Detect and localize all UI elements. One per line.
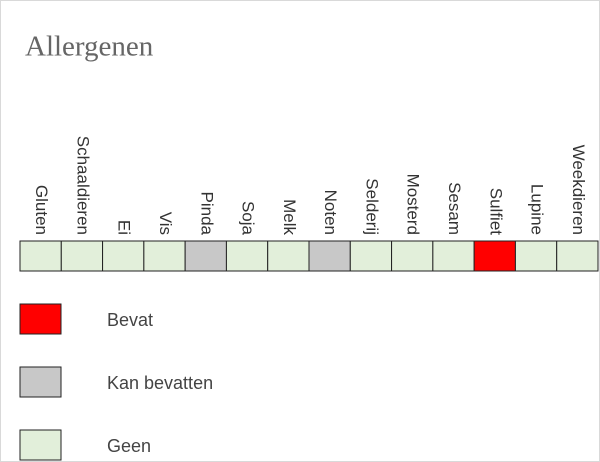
allergen-cell — [556, 240, 599, 272]
allergen-cell — [514, 240, 558, 272]
legend-label: Geen — [107, 436, 151, 456]
legend-swatch — [19, 429, 62, 461]
legend-swatch — [19, 366, 62, 398]
allergen-label: Gluten — [32, 185, 51, 235]
title: Allergenen — [25, 31, 154, 63]
allergen-label: Ei — [115, 220, 134, 235]
allergen-cell — [143, 240, 186, 272]
allergen-label: Soja — [239, 201, 258, 236]
allergen-cell — [432, 240, 475, 272]
allergen-cell — [391, 240, 434, 272]
allergen-label: Noten — [321, 190, 340, 235]
allergen-cell — [60, 240, 104, 272]
allergen-label: Pinda — [197, 192, 216, 236]
allergen-label: Selderij — [362, 178, 381, 235]
legend-label: Kan bevatten — [107, 373, 213, 393]
allergen-label: Melk — [280, 199, 299, 235]
allergen-label: Vis — [156, 212, 175, 235]
allergen-cell — [308, 240, 351, 272]
allergen-label: Mosterd — [404, 174, 423, 235]
allergen-cell — [473, 240, 516, 272]
allergen-cell — [184, 240, 227, 272]
allergen-cell — [19, 240, 62, 272]
legend-swatch — [19, 303, 62, 335]
legend-label: Bevat — [107, 310, 153, 330]
allergen-cell — [267, 240, 310, 272]
allergen-label: Sesam — [445, 182, 464, 235]
allergen-label: Sulfiet — [486, 188, 505, 236]
allergen-cell — [225, 240, 269, 272]
allergen-cell — [349, 240, 393, 272]
allergen-cell — [102, 240, 145, 272]
allergen-label: Lupine — [528, 184, 547, 235]
allergen-label: Schaaldieren — [73, 136, 92, 235]
allergen-label: Weekdieren — [569, 145, 588, 235]
